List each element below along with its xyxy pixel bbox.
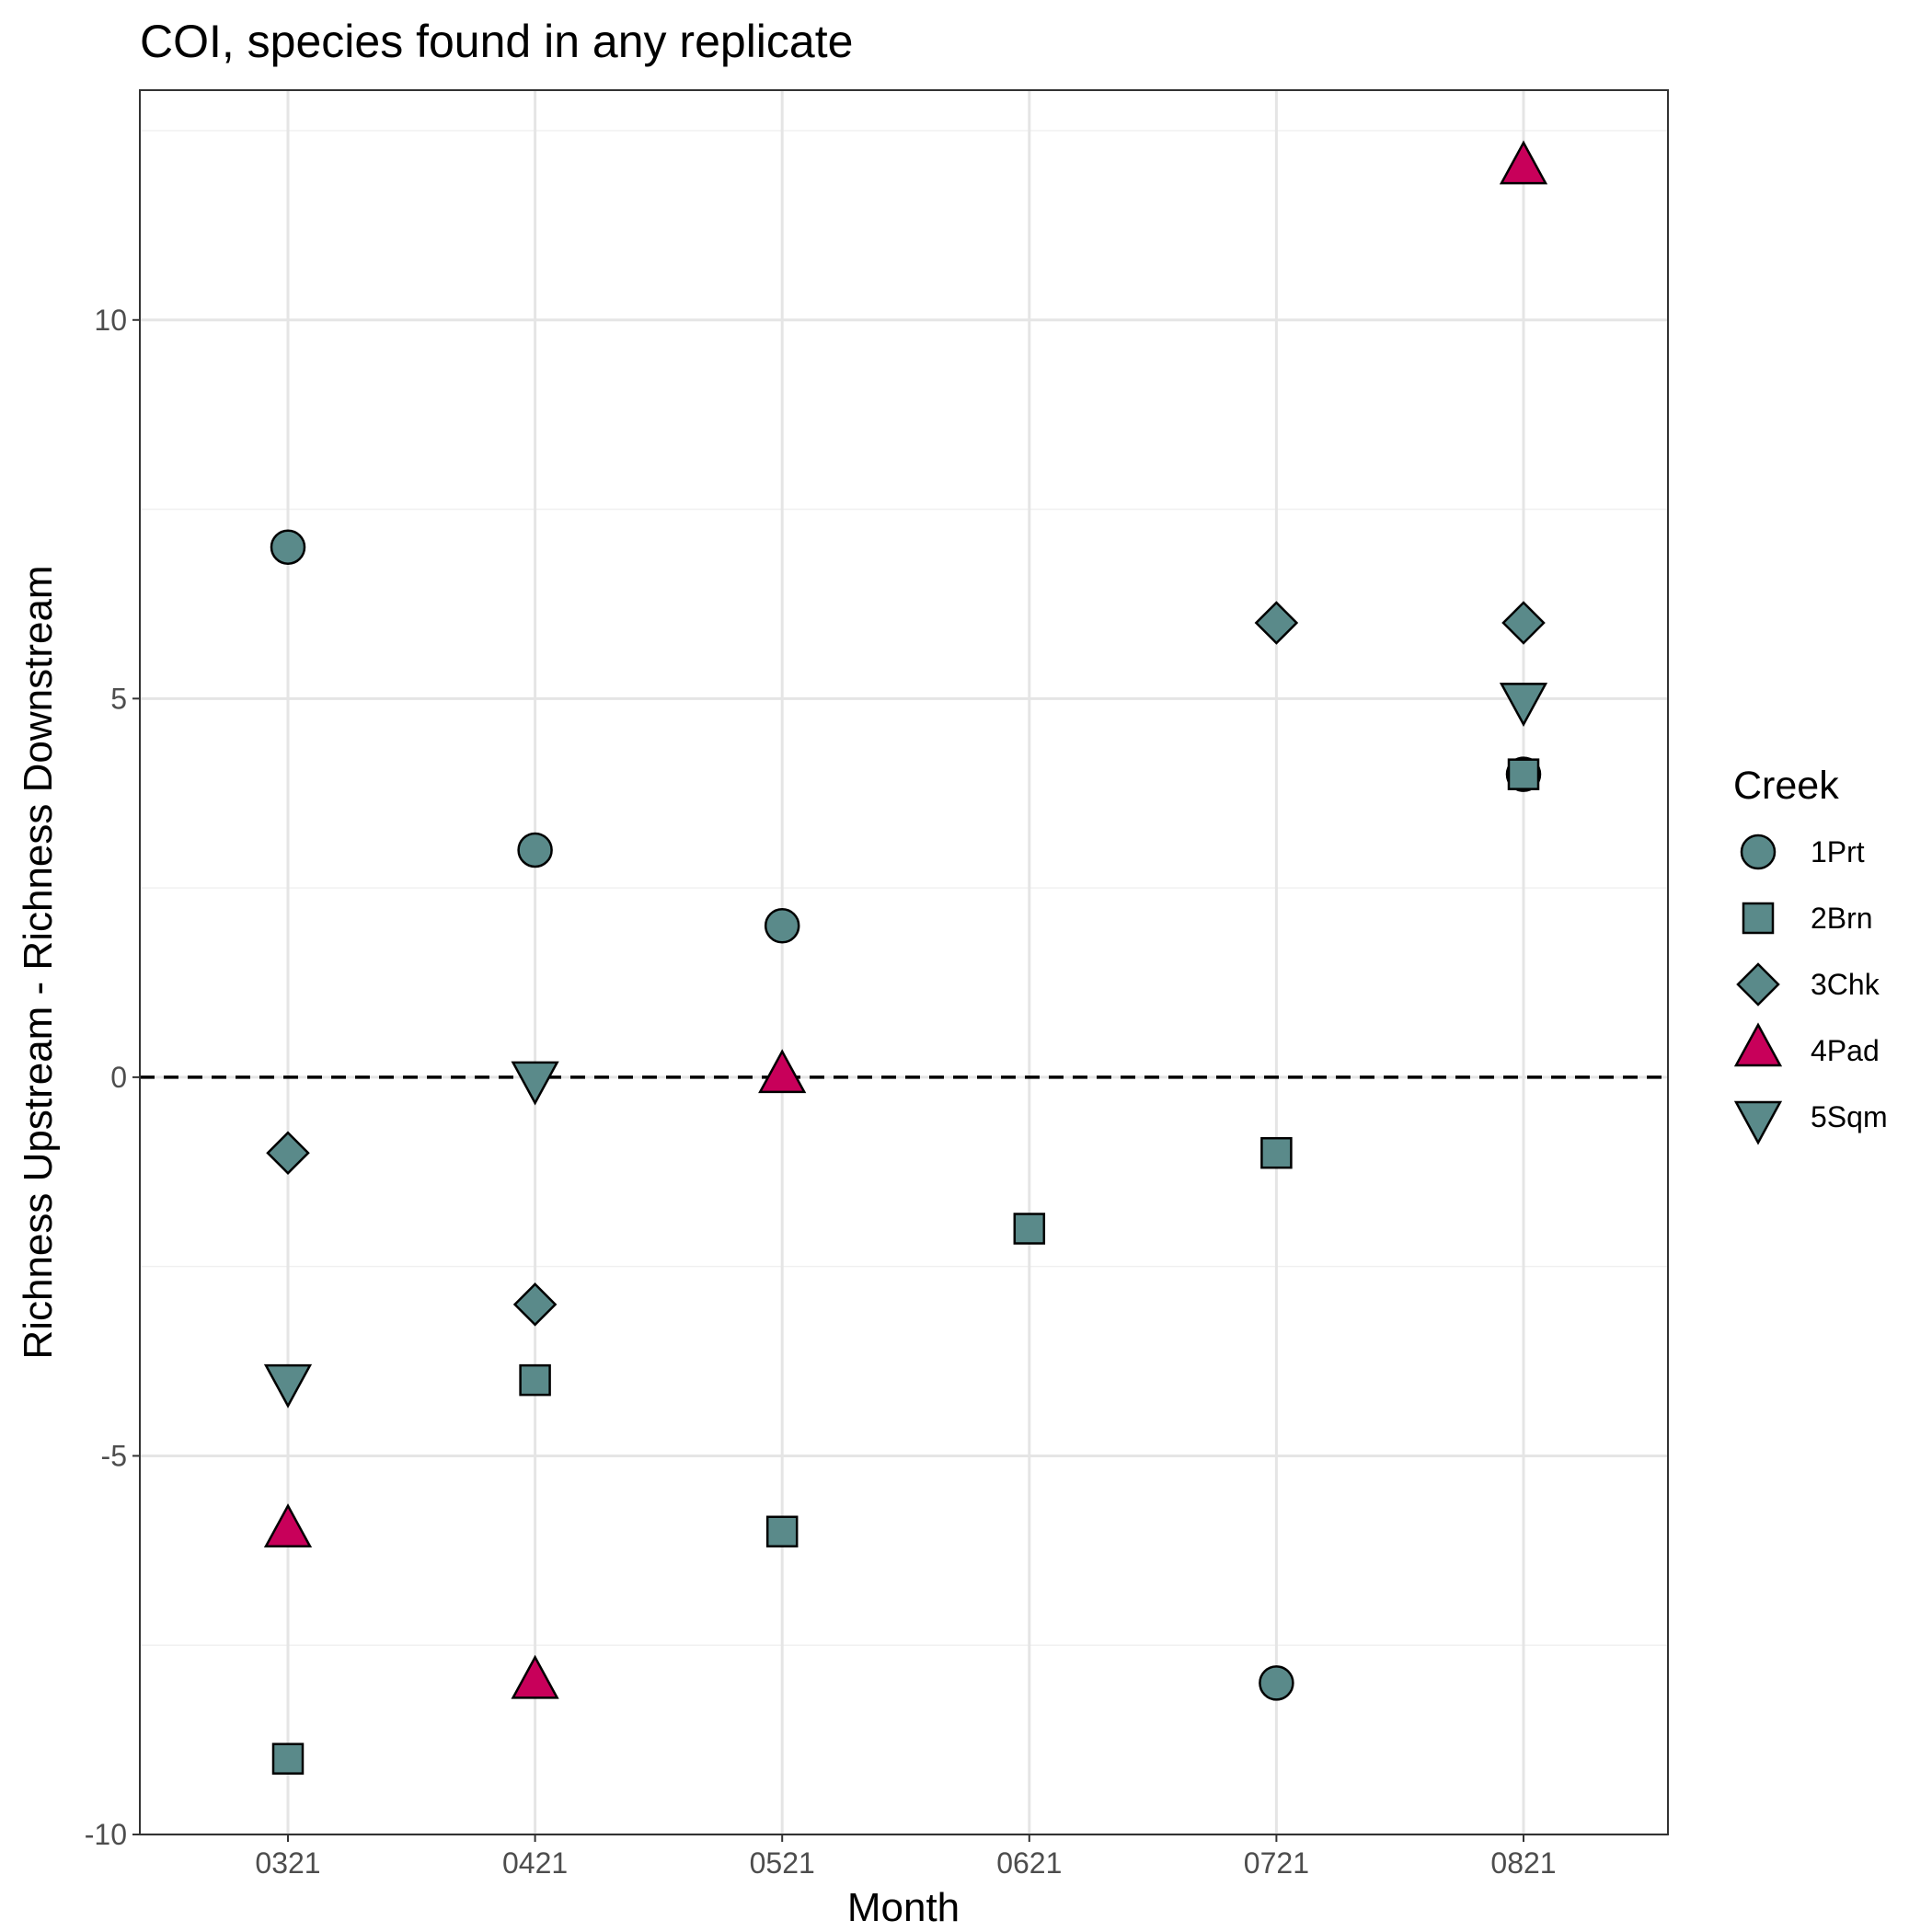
data-points	[263, 140, 1548, 1775]
data-point-4Pad	[1499, 140, 1548, 185]
chart-title: COI, species found in any replicate	[140, 16, 853, 67]
legend: Creek 1Prt 2Brn 3Chk 4Pad 5Sqm	[1733, 764, 1888, 1145]
y-tick-label: -10	[85, 1818, 127, 1851]
legend-key-4Pad	[1733, 1022, 1783, 1067]
x-tick-label: 0321	[255, 1846, 320, 1880]
y-tick-label: -5	[101, 1439, 127, 1472]
legend-label: 1Prt	[1811, 835, 1865, 868]
x-axis: 0321 0421 0521 0621 0721 0821	[255, 1834, 1557, 1880]
data-point-3Chk	[1254, 601, 1299, 645]
data-point-2Brn	[1260, 1136, 1293, 1169]
data-point-5Sqm	[263, 1363, 313, 1409]
y-axis-title: Richness Upstream - Richness Downstream	[16, 565, 61, 1359]
y-tick-label: 5	[110, 682, 127, 715]
legend-key-3Chk	[1736, 962, 1780, 1006]
x-tick-label: 0621	[996, 1846, 1062, 1880]
x-axis-title: Month	[847, 1885, 960, 1930]
data-point-3Chk	[512, 1282, 558, 1327]
data-point-2Brn	[1507, 758, 1540, 790]
legend-label: 3Chk	[1811, 968, 1880, 1001]
legend-key-2Brn	[1742, 902, 1775, 935]
series-3Chk	[266, 601, 1546, 1327]
legend-item-2Brn: 2Brn	[1742, 902, 1873, 935]
x-tick-label: 0721	[1244, 1846, 1309, 1880]
data-point-4Pad	[263, 1503, 313, 1548]
legend-item-4Pad: 4Pad	[1733, 1022, 1880, 1067]
data-point-2Brn	[271, 1742, 305, 1775]
data-point-1Prt	[517, 832, 553, 868]
grid	[140, 90, 1668, 1836]
panel-border	[139, 89, 1669, 1835]
data-point-3Chk	[266, 1131, 310, 1175]
legend-key-5Sqm	[1733, 1100, 1783, 1145]
legend-item-1Prt: 1Prt	[1740, 834, 1865, 870]
data-point-1Prt	[270, 529, 306, 565]
series-2Brn	[271, 758, 1540, 1775]
data-point-4Pad	[758, 1049, 807, 1094]
series-4Pad	[263, 140, 1548, 1699]
data-point-2Brn	[765, 1515, 799, 1548]
legend-label: 4Pad	[1811, 1034, 1880, 1067]
data-point-4Pad	[511, 1654, 559, 1699]
data-point-5Sqm	[1499, 683, 1548, 727]
x-tick-label: 0821	[1490, 1846, 1556, 1880]
y-tick-label: 10	[94, 304, 127, 337]
legend-item-5Sqm: 5Sqm	[1733, 1100, 1888, 1145]
y-axis: -10 -5 0 5 10	[85, 304, 140, 1851]
legend-title: Creek	[1733, 764, 1839, 808]
x-tick-label: 0421	[502, 1846, 568, 1880]
legend-key-1Prt	[1740, 834, 1777, 870]
data-point-1Prt	[1259, 1665, 1294, 1701]
legend-label: 5Sqm	[1811, 1100, 1888, 1133]
legend-item-3Chk: 3Chk	[1736, 962, 1880, 1006]
data-point-5Sqm	[511, 1061, 559, 1106]
data-point-2Brn	[1013, 1213, 1046, 1245]
y-tick-label: 0	[110, 1061, 127, 1094]
data-point-3Chk	[1501, 601, 1546, 645]
x-tick-label: 0521	[750, 1846, 815, 1880]
series-1Prt	[270, 529, 1542, 1701]
series-5Sqm	[263, 683, 1548, 1409]
legend-label: 2Brn	[1811, 902, 1873, 935]
data-point-1Prt	[764, 908, 800, 944]
data-point-2Brn	[519, 1363, 551, 1397]
